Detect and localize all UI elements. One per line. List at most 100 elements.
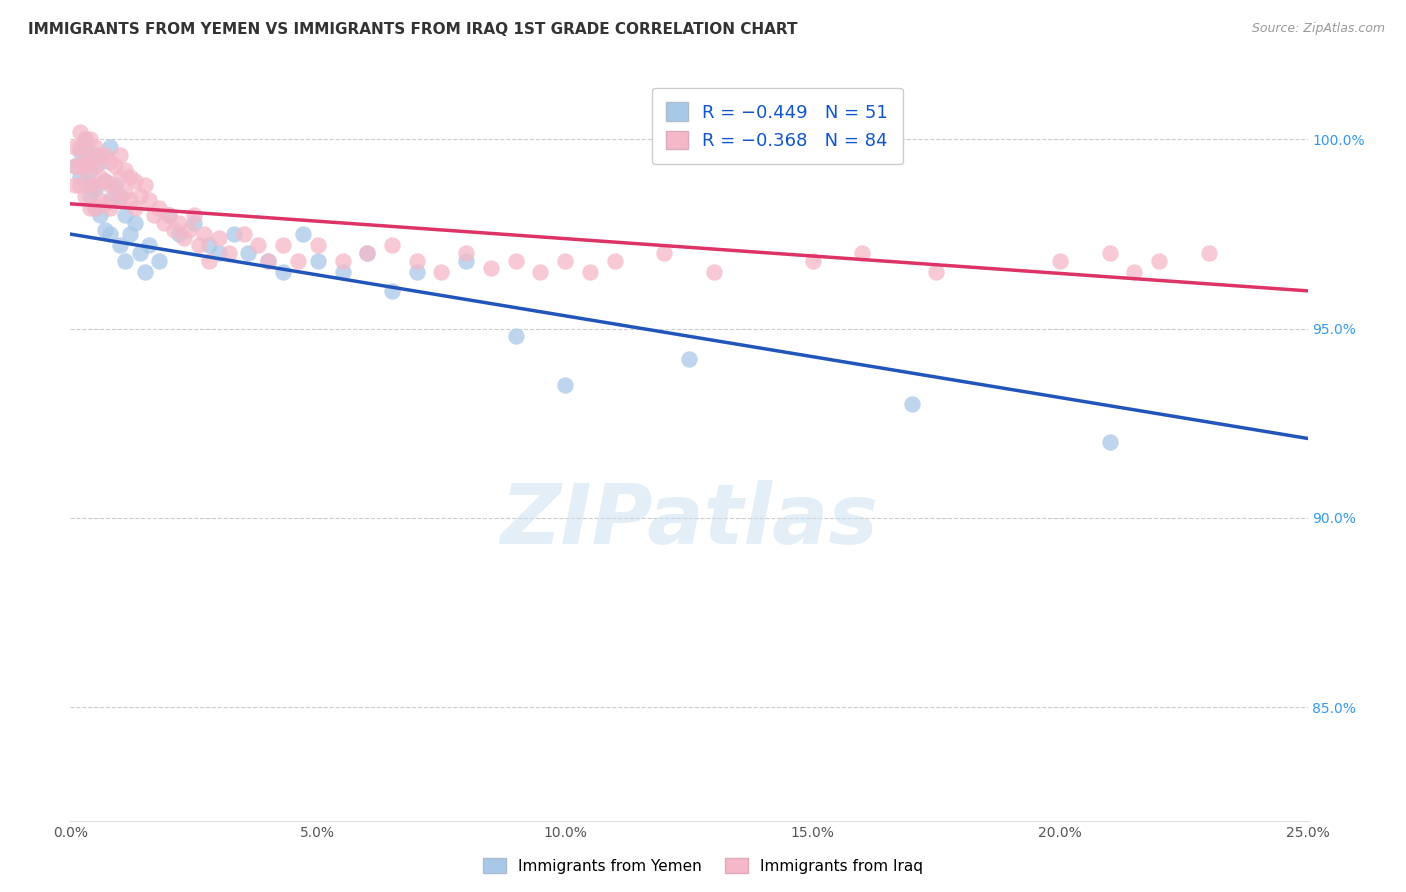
Point xyxy=(75,132,97,146)
Point xyxy=(356,246,378,260)
Point xyxy=(208,246,231,260)
Point xyxy=(456,246,478,260)
Point xyxy=(79,132,101,146)
Point xyxy=(65,159,87,173)
Text: ZIPatlas: ZIPatlas xyxy=(501,481,877,561)
Point xyxy=(291,227,314,241)
Point xyxy=(456,253,478,268)
Point xyxy=(134,265,156,279)
Legend: Immigrants from Yemen, Immigrants from Iraq: Immigrants from Yemen, Immigrants from I… xyxy=(477,852,929,880)
Point xyxy=(75,147,97,161)
Point xyxy=(65,159,87,173)
Point xyxy=(69,170,91,185)
Point xyxy=(89,208,111,222)
Point xyxy=(94,174,117,188)
Point xyxy=(332,253,354,268)
Point xyxy=(108,147,131,161)
Point xyxy=(79,162,101,177)
Point xyxy=(75,132,97,146)
Point xyxy=(79,155,101,169)
Point xyxy=(163,223,186,237)
Point xyxy=(222,227,245,241)
Point xyxy=(124,216,146,230)
Point xyxy=(381,284,404,298)
Point xyxy=(124,201,146,215)
Point xyxy=(198,253,221,268)
Point xyxy=(652,246,675,260)
Point xyxy=(98,140,121,154)
Point xyxy=(405,265,427,279)
Point xyxy=(479,261,502,276)
Point xyxy=(148,253,170,268)
Point xyxy=(79,178,101,192)
Point xyxy=(114,253,136,268)
Point xyxy=(104,186,127,200)
Point xyxy=(108,189,131,203)
Point xyxy=(89,170,111,185)
Point xyxy=(84,201,107,215)
Point xyxy=(529,265,551,279)
Point xyxy=(332,265,354,279)
Point xyxy=(257,253,280,268)
Point xyxy=(79,201,101,215)
Point xyxy=(98,227,121,241)
Point xyxy=(104,178,127,192)
Point xyxy=(271,265,294,279)
Point xyxy=(218,246,240,260)
Point xyxy=(98,201,121,215)
Point xyxy=(430,265,453,279)
Point xyxy=(1098,246,1121,260)
Point xyxy=(900,397,922,411)
Point xyxy=(108,238,131,252)
Point xyxy=(356,246,378,260)
Point xyxy=(75,155,97,169)
Point xyxy=(405,253,427,268)
Point xyxy=(89,155,111,169)
Point xyxy=(271,238,294,252)
Point xyxy=(238,246,260,260)
Point xyxy=(108,170,131,185)
Point xyxy=(148,201,170,215)
Point xyxy=(114,162,136,177)
Point xyxy=(554,253,576,268)
Point xyxy=(505,329,527,343)
Point xyxy=(167,216,190,230)
Point xyxy=(65,140,87,154)
Point xyxy=(198,238,221,252)
Point xyxy=(925,265,948,279)
Point xyxy=(98,178,121,192)
Point xyxy=(84,159,107,173)
Point xyxy=(69,178,91,192)
Point xyxy=(138,193,160,207)
Point xyxy=(232,227,254,241)
Point xyxy=(307,253,329,268)
Point xyxy=(118,170,141,185)
Point xyxy=(579,265,602,279)
Point xyxy=(124,174,146,188)
Point xyxy=(307,238,329,252)
Point xyxy=(505,253,527,268)
Point xyxy=(69,125,91,139)
Point xyxy=(801,253,824,268)
Legend: R = −0.449   N = 51, R = −0.368   N = 84: R = −0.449 N = 51, R = −0.368 N = 84 xyxy=(652,88,903,164)
Point xyxy=(98,193,121,207)
Point xyxy=(257,253,280,268)
Point xyxy=(134,178,156,192)
Point xyxy=(84,182,107,196)
Point xyxy=(1198,246,1220,260)
Point xyxy=(65,178,87,192)
Point xyxy=(143,208,166,222)
Point xyxy=(1049,253,1071,268)
Point xyxy=(128,246,150,260)
Point xyxy=(104,159,127,173)
Point xyxy=(84,178,107,192)
Point xyxy=(79,189,101,203)
Point xyxy=(183,216,205,230)
Point xyxy=(188,238,211,252)
Point xyxy=(1147,253,1170,268)
Point xyxy=(678,351,700,366)
Point xyxy=(89,193,111,207)
Point xyxy=(69,140,91,154)
Point xyxy=(138,238,160,252)
Point xyxy=(167,227,190,241)
